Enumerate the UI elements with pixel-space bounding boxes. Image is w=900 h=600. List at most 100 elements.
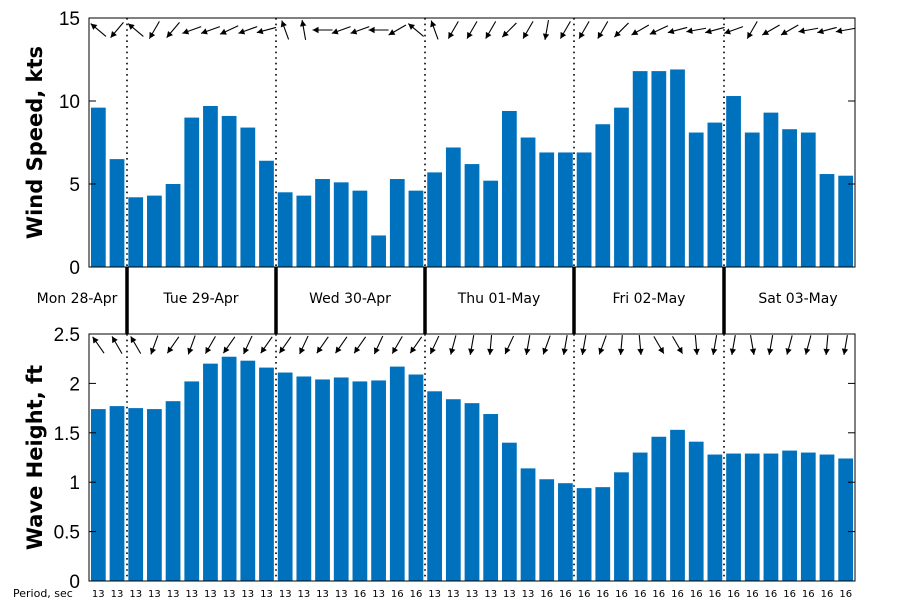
wind-direction-arrow [430, 20, 439, 40]
wave-bar [726, 453, 741, 581]
wind-bar [782, 129, 797, 267]
period-value: 16 [765, 589, 778, 600]
wind-bar [651, 71, 667, 268]
wave-direction-arrow [468, 335, 475, 355]
period-value: 13 [298, 589, 311, 600]
period-value: 16 [354, 589, 367, 600]
period-value: 16 [559, 589, 572, 600]
wind-bar [763, 112, 779, 268]
day-label: Wed 30-Apr [309, 291, 391, 307]
period-value: 16 [709, 589, 722, 600]
arrow-head [368, 26, 375, 34]
wind-bar [520, 137, 536, 267]
wave-bar [371, 380, 386, 581]
arrow-head [798, 27, 805, 34]
wind-bar [744, 132, 760, 267]
arrow-head [524, 348, 531, 355]
arrow-head [598, 347, 605, 355]
arrow-head [92, 336, 99, 344]
arrow-head [762, 29, 770, 35]
arrow-head [729, 348, 737, 355]
wave-bar [128, 408, 144, 581]
arrow-head [468, 348, 475, 355]
wave-bar [520, 468, 536, 581]
arrow-head [823, 348, 830, 355]
wind-direction-arrow [238, 26, 258, 35]
wind-bar [614, 107, 629, 267]
wave-direction-arrow [335, 336, 348, 354]
wave-bar [744, 453, 760, 581]
arrow-head [785, 348, 792, 355]
wave-bar [800, 452, 816, 581]
wave-direction-arrow [391, 336, 403, 354]
wind-bar [483, 180, 499, 267]
wind-direction-arrow [631, 24, 650, 36]
arrow-head [523, 31, 529, 39]
period-value: 13 [241, 589, 254, 600]
wind-direction-arrow [649, 25, 669, 35]
wind-bar [726, 96, 741, 268]
wind-direction-arrow [407, 23, 424, 37]
wind-bar [184, 117, 200, 267]
y-tick-label: 1.5 [54, 424, 80, 445]
wind-speed-panel: 0 5 10 15 Wind Speed, kts [23, 9, 856, 279]
wind-direction-arrow [447, 21, 459, 39]
wave-bar [109, 406, 125, 581]
wave-direction-arrow [637, 334, 644, 356]
y-tick-label: 0 [69, 572, 80, 593]
wave-direction-arrow [729, 335, 737, 355]
wave-bar [240, 360, 256, 581]
arrow-head [780, 29, 788, 35]
period-value: 13 [428, 589, 441, 600]
wave-bar [259, 367, 274, 581]
period-label: Period, sec [13, 587, 73, 600]
wind-bar [165, 184, 181, 267]
y-tick-label: 0 [69, 258, 80, 279]
wind-direction-arrow [219, 25, 239, 35]
period-value: 16 [391, 589, 404, 600]
period-value: 13 [223, 589, 236, 600]
arrow-head [686, 27, 693, 34]
arrow-head [316, 346, 323, 354]
period-value: 13 [204, 589, 217, 600]
period-value: 13 [111, 589, 124, 600]
period-row: Period, sec 13 13 13 13 13 13 13 13 13 13 13 13 13 13 1… [13, 587, 852, 600]
arrow-head [502, 30, 509, 38]
wind-bar [408, 190, 424, 267]
wind-bar [558, 152, 573, 267]
arrow-head [561, 348, 568, 355]
period-value: 13 [447, 589, 460, 600]
wave-bar [763, 453, 779, 581]
arrow-head [205, 346, 212, 354]
arrow-head [300, 20, 307, 27]
wave-direction-arrow [785, 335, 793, 355]
wave-bar [296, 376, 312, 581]
wind-direction-arrow [166, 21, 180, 39]
wave-direction-arrow [804, 335, 812, 355]
wind-direction-arrow [127, 23, 144, 37]
y-tick-label: 5 [69, 175, 80, 196]
arrow-head [150, 347, 157, 355]
arrow-head [724, 28, 731, 35]
wind-direction-arrow [90, 23, 107, 37]
arrow-head [110, 31, 117, 38]
arrow-head [649, 28, 657, 35]
arrow-head [804, 348, 811, 355]
y-tick-label: 2.5 [54, 325, 80, 346]
wave-direction-arrow [504, 335, 515, 355]
wind-bar [296, 195, 312, 267]
wave-bar [782, 450, 797, 581]
day-label: Thu 01-May [457, 291, 541, 307]
arrow-head [747, 31, 754, 39]
arrow-head [705, 27, 712, 35]
wind-direction-arrow [835, 27, 856, 34]
arrow-head [448, 31, 455, 39]
arrow-head [430, 347, 436, 355]
period-value: 13 [279, 589, 292, 600]
wave-bar [651, 436, 667, 581]
wave-bar [464, 403, 480, 581]
y-axis-label: Wind Speed, kts [23, 46, 47, 239]
arrow-head [658, 346, 664, 354]
wave-bar [408, 374, 424, 581]
